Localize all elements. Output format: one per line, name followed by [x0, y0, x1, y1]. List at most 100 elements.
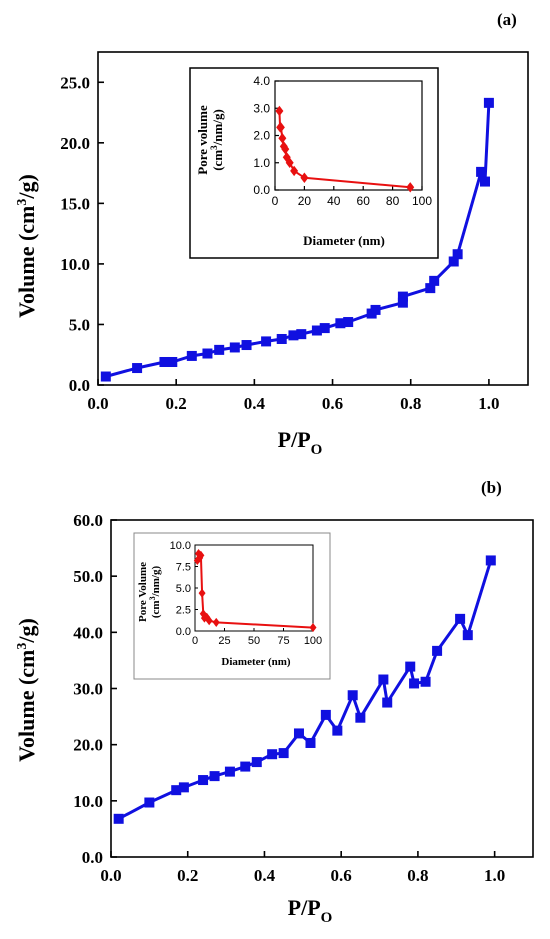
- b-main-data-point: [409, 678, 420, 689]
- svg-text:(cm3/nm/g): (cm3/nm/g): [148, 566, 162, 619]
- a-main-data-point: [288, 330, 299, 341]
- b-main-data-point: [305, 737, 316, 748]
- a-main-data-point: [229, 342, 240, 353]
- a-main-data-point: [100, 371, 111, 382]
- b-inset-ytick-label: 7.5: [176, 562, 191, 574]
- a-main-ytick-label: 20.0: [60, 134, 90, 153]
- b-main-data-point: [171, 785, 182, 796]
- inset-xlabel-b: Diameter (nm): [221, 656, 290, 668]
- a-main-data-point: [476, 166, 487, 177]
- b-inset-data-point: [197, 550, 205, 560]
- a-main-data-point: [167, 356, 178, 367]
- b-inset-data-point: [198, 588, 206, 598]
- b-main-xtick-label: 0.8: [407, 866, 428, 885]
- a-main-data-point: [214, 344, 225, 355]
- a-main-data-point: [370, 304, 381, 315]
- a-inset-ytick-label: 1.0: [253, 156, 270, 170]
- b-inset-ytick-label: 10.0: [170, 540, 191, 552]
- a-inset-xtick-label: 20: [298, 194, 312, 208]
- a-main-xtick-label: 0.8: [400, 394, 421, 413]
- a-inset-xtick-label: 0: [272, 194, 279, 208]
- b-main-data-point: [455, 613, 466, 624]
- b-inset-ytick-label: 0.0: [176, 626, 191, 638]
- b-main-data-point: [209, 771, 220, 782]
- inset-ylabel-a: Pore volume (cm3/nm/g): [195, 105, 225, 175]
- b-main-xtick-label: 0.2: [177, 866, 198, 885]
- b-inset-data-point: [309, 623, 317, 633]
- a-main-xtick-label: 0.6: [322, 394, 343, 413]
- a-main-data-point: [397, 297, 408, 308]
- b-inset-ytick-label: 2.5: [176, 605, 191, 617]
- b-main-data-point: [462, 630, 473, 641]
- inset-b: 0 25 50 75 100 0.0 2.5 5.0 7.5 10.0 Pore Volume (…: [133, 532, 331, 680]
- b-inset-xtick-label: 25: [218, 635, 230, 647]
- svg-text:Volume (cm3/g): Volume (cm3/g): [14, 618, 39, 762]
- a-inset-data-point: [406, 182, 415, 193]
- b-main-data-point: [355, 712, 366, 723]
- svg-text:Volume (cm3/g): Volume (cm3/g): [14, 174, 39, 318]
- b-inset-xtick-label: 75: [277, 635, 289, 647]
- a-main-data-point: [335, 318, 346, 329]
- a-inset-ytick-label: 3.0: [253, 101, 270, 115]
- a-main-data-point: [425, 283, 436, 294]
- svg-text:Pore Volume: Pore Volume: [137, 562, 149, 622]
- a-inset-ytick-label: 2.0: [253, 129, 270, 143]
- b-main-xtick-label: 1.0: [484, 866, 505, 885]
- b-main-data-point: [485, 555, 496, 566]
- a-main-data-point: [397, 291, 408, 302]
- b-main-data-point: [293, 728, 304, 739]
- b-main-data-point: [198, 775, 209, 786]
- a-main-plot-frame: [97, 51, 529, 386]
- a-inset-data-point: [285, 157, 294, 168]
- ylabel-b: Volume (cm3/g): [14, 618, 39, 762]
- b-inset-ytick-label: 5.0: [176, 583, 191, 595]
- a-inset-data-point: [290, 165, 299, 177]
- b-main-ytick-label: 50.0: [73, 567, 103, 586]
- b-main-xtick-label: 0.4: [254, 866, 276, 885]
- b-main-data-point: [144, 797, 155, 808]
- a-main-data-point: [261, 336, 272, 347]
- a-inset-xtick-label: 40: [327, 194, 341, 208]
- b-inset-data-point: [205, 616, 213, 626]
- b-main-xtick-label: 0.0: [100, 866, 121, 885]
- a-main-data-point: [319, 323, 330, 334]
- b-main-xtick-label: 0.6: [331, 866, 352, 885]
- b-main-ytick-label: 60.0: [73, 511, 103, 530]
- b-main-data-point: [432, 645, 443, 656]
- panel-label-a: (a): [497, 10, 517, 29]
- a-main-data-point: [159, 356, 170, 367]
- a-main-xtick-label: 0.4: [244, 394, 266, 413]
- a-main-ytick-label: 15.0: [60, 194, 90, 213]
- a-main-data-point: [241, 340, 252, 351]
- a-inset-xtick-label: 80: [386, 194, 400, 208]
- b-main-data-point: [278, 748, 289, 759]
- b-main-data-point: [332, 725, 343, 736]
- b-main-data-point: [267, 749, 278, 760]
- a-inset-xtick-label: 100: [412, 194, 432, 208]
- b-main-data-point: [347, 690, 358, 701]
- b-inset-xtick-label: 0: [192, 635, 198, 647]
- a-main-data-point: [311, 325, 322, 336]
- a-main-data-point: [343, 317, 354, 328]
- b-main-data-point: [178, 782, 189, 793]
- b-main-data-point: [378, 674, 389, 685]
- b-main-ytick-label: 30.0: [73, 680, 103, 699]
- xlabel-a: P/PO: [278, 427, 323, 458]
- a-inset-data-point: [278, 133, 287, 144]
- b-inset-data-point: [212, 617, 220, 627]
- b-main-ytick-label: 40.0: [73, 623, 103, 642]
- chart-a: (a) 0.0 0.2 0.4 0.6 0.8 1.0 0.0 5.0 10.0 15.0 20.0…: [14, 10, 529, 458]
- inset-a: 0 20 40 60 80 100 0.0 1.0 2.0 3.0 4.0 Pore volume …: [189, 67, 439, 259]
- a-inset-data-point: [300, 172, 309, 183]
- a-main-data-point: [202, 348, 213, 359]
- svg-text:Pore volume: Pore volume: [195, 105, 210, 175]
- a-inset-data-point: [275, 105, 284, 117]
- a-main-xtick-label: 0.2: [166, 394, 187, 413]
- a-main-data-point: [483, 97, 494, 108]
- b-main-ytick-label: 0.0: [82, 848, 103, 867]
- b-main-data-point: [420, 676, 431, 687]
- a-main-ytick-label: 0.0: [69, 376, 90, 395]
- panel-label-b: (b): [481, 478, 502, 497]
- b-main-ytick-label: 20.0: [73, 736, 103, 755]
- a-main-data-point: [186, 350, 197, 361]
